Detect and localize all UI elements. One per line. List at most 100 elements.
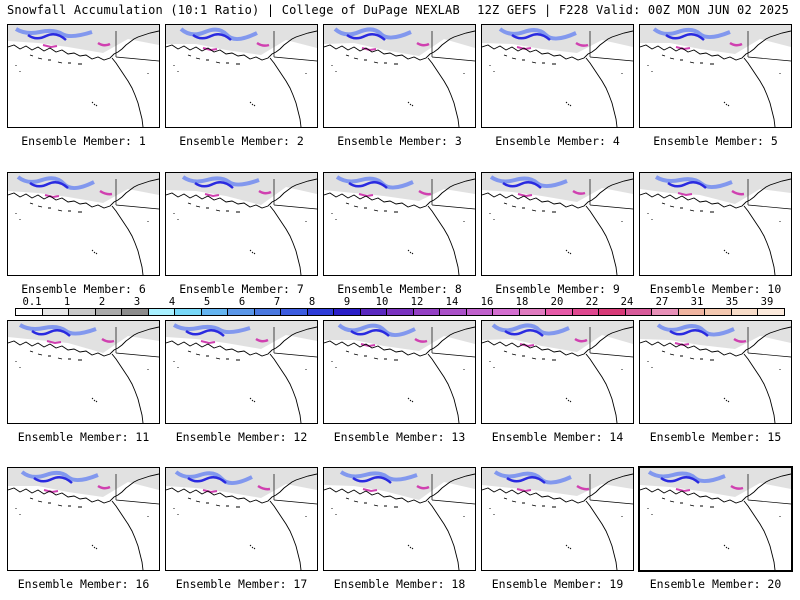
ensemble-member-label: Ensemble Member: 11 bbox=[17, 430, 150, 444]
ensemble-member-label: Ensemble Member: 8 bbox=[337, 282, 462, 296]
colorbar-swatch bbox=[440, 309, 467, 315]
colorbar-tick-label: 39 bbox=[760, 296, 774, 308]
colorbar-tick-label: 7 bbox=[273, 296, 281, 308]
colorbar-tick-label: 14 bbox=[445, 296, 459, 308]
map-icon bbox=[324, 321, 475, 423]
colorbar-tick-label: 3 bbox=[133, 296, 141, 308]
map-icon bbox=[640, 468, 791, 570]
model-valid-time: 12Z GEFS | F228 Valid: 00Z MON JUN 02 20… bbox=[477, 3, 789, 17]
map-title: Snowfall Accumulation (10:1 Ratio) | Col… bbox=[7, 3, 460, 17]
colorbar-swatch bbox=[16, 309, 43, 315]
map-icon bbox=[8, 173, 159, 275]
ensemble-member-label: Ensemble Member: 12 bbox=[175, 430, 308, 444]
ensemble-member-label: Ensemble Member: 15 bbox=[649, 430, 782, 444]
colorbar-swatch bbox=[493, 309, 520, 315]
colorbar-swatch bbox=[334, 309, 361, 315]
colorbar-tick-label: 18 bbox=[515, 296, 529, 308]
colorbar-tick-label: 8 bbox=[308, 296, 316, 308]
ensemble-map-panel bbox=[639, 320, 792, 424]
colorbar-tick-label: 31 bbox=[690, 296, 704, 308]
colorbar-swatch bbox=[413, 309, 441, 315]
colorbar-swatch bbox=[281, 309, 308, 315]
ensemble-member-label: Ensemble Member: 2 bbox=[179, 134, 304, 148]
colorbar-swatch bbox=[705, 309, 732, 315]
ensemble-map-panel bbox=[639, 172, 792, 276]
map-icon bbox=[482, 321, 633, 423]
ensemble-member-label: Ensemble Member: 13 bbox=[333, 430, 466, 444]
colorbar-swatch bbox=[307, 309, 335, 315]
ensemble-member-label: Ensemble Member: 7 bbox=[179, 282, 304, 296]
map-icon bbox=[482, 468, 633, 570]
ensemble-map-panel bbox=[639, 24, 792, 128]
ensemble-member-label: Ensemble Member: 14 bbox=[491, 430, 624, 444]
map-icon bbox=[166, 173, 317, 275]
ensemble-map-panel bbox=[165, 24, 318, 128]
ensemble-map-panel bbox=[7, 320, 160, 424]
map-icon bbox=[640, 25, 791, 127]
colorbar-swatch bbox=[519, 309, 547, 315]
ensemble-member-label: Ensemble Member: 1 bbox=[21, 134, 146, 148]
colorbar-labels: 0.1 1 2 3 4 5 6 7 8 9 10 12 14 16 18 20 22 24 27 31 35 39 bbox=[15, 296, 785, 308]
ensemble-member-label: Ensemble Member: 4 bbox=[495, 134, 620, 148]
colorbar-swatch bbox=[69, 309, 96, 315]
map-icon bbox=[8, 25, 159, 127]
colorbar-swatch bbox=[95, 309, 123, 315]
ensemble-map-panel bbox=[481, 467, 634, 571]
snowfall-colorbar bbox=[15, 308, 785, 316]
ensemble-map-panel bbox=[481, 24, 634, 128]
colorbar-tick-label: 2 bbox=[98, 296, 106, 308]
colorbar-swatch bbox=[175, 309, 202, 315]
map-icon bbox=[482, 173, 633, 275]
colorbar-swatch bbox=[254, 309, 282, 315]
colorbar-swatch bbox=[652, 309, 679, 315]
map-icon bbox=[482, 25, 633, 127]
ensemble-member-label: Ensemble Member: 16 bbox=[17, 577, 150, 591]
ensemble-map-panel bbox=[165, 467, 318, 571]
colorbar-tick-label: 22 bbox=[585, 296, 599, 308]
map-icon bbox=[166, 321, 317, 423]
colorbar-tick-label: 4 bbox=[168, 296, 176, 308]
ensemble-member-label: Ensemble Member: 9 bbox=[495, 282, 620, 296]
colorbar-tick-label: 20 bbox=[550, 296, 564, 308]
ensemble-map-panel bbox=[323, 24, 476, 128]
colorbar-tick-label: 9 bbox=[343, 296, 351, 308]
colorbar-tick-label: 0.1 bbox=[22, 296, 42, 308]
colorbar-swatch bbox=[758, 309, 784, 315]
map-icon bbox=[8, 468, 159, 570]
colorbar-swatch bbox=[572, 309, 600, 315]
map-icon bbox=[166, 468, 317, 570]
ensemble-member-label: Ensemble Member: 17 bbox=[175, 577, 308, 591]
colorbar-tick-label: 1 bbox=[63, 296, 71, 308]
ensemble-member-label: Ensemble Member: 3 bbox=[337, 134, 462, 148]
ensemble-map-panel bbox=[323, 172, 476, 276]
ensemble-map-panel bbox=[481, 172, 634, 276]
map-icon bbox=[8, 321, 159, 423]
colorbar-swatch bbox=[148, 309, 176, 315]
map-icon bbox=[324, 468, 475, 570]
colorbar-swatch bbox=[625, 309, 653, 315]
map-icon bbox=[324, 25, 475, 127]
ensemble-member-label: Ensemble Member: 19 bbox=[491, 577, 624, 591]
ensemble-member-label: Ensemble Member: 20 bbox=[649, 577, 782, 591]
colorbar-tick-label: 12 bbox=[410, 296, 424, 308]
ensemble-member-label: Ensemble Member: 6 bbox=[21, 282, 146, 296]
map-icon bbox=[640, 321, 791, 423]
ensemble-map-panel bbox=[7, 467, 160, 571]
colorbar-swatch bbox=[387, 309, 414, 315]
colorbar-tick-label: 10 bbox=[375, 296, 389, 308]
ensemble-map-panel bbox=[323, 467, 476, 571]
colorbar-tick-label: 35 bbox=[725, 296, 739, 308]
map-icon bbox=[324, 173, 475, 275]
ensemble-map-panel bbox=[481, 320, 634, 424]
colorbar-swatch bbox=[42, 309, 70, 315]
ensemble-member-label: Ensemble Member: 5 bbox=[653, 134, 778, 148]
colorbar-swatch bbox=[228, 309, 255, 315]
ensemble-map-panel bbox=[165, 172, 318, 276]
ensemble-member-label: Ensemble Member: 18 bbox=[333, 577, 466, 591]
colorbar-swatch bbox=[360, 309, 388, 315]
map-icon bbox=[640, 173, 791, 275]
colorbar-tick-label: 16 bbox=[480, 296, 494, 308]
colorbar-swatch bbox=[122, 309, 149, 315]
ensemble-map-panel bbox=[7, 172, 160, 276]
colorbar-tick-label: 27 bbox=[655, 296, 669, 308]
